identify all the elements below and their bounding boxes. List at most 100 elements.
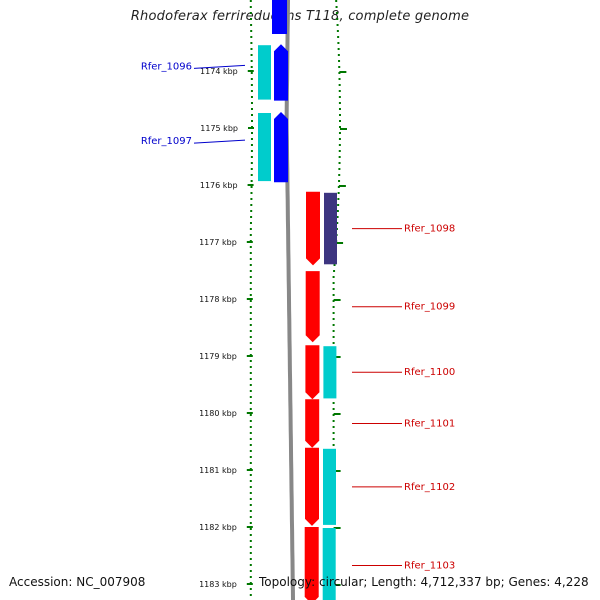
gene-label: Rfer_1096 xyxy=(141,61,192,72)
tick-label: 1181 kbp xyxy=(199,466,237,475)
right-major-tick xyxy=(333,356,341,358)
left-rail-dot xyxy=(249,336,252,338)
left-rail-dot xyxy=(250,60,253,62)
left-rail-dot xyxy=(249,330,252,332)
right-rail-dot xyxy=(338,138,341,140)
right-rail-dot xyxy=(338,108,341,110)
left-rail-dot xyxy=(249,390,252,392)
left-rail-dot xyxy=(249,594,252,596)
right-major-tick xyxy=(333,584,341,586)
left-rail-dot xyxy=(249,504,252,506)
right-rail-dot xyxy=(338,180,341,182)
right-rail-dot xyxy=(332,288,335,290)
right-rail-dot xyxy=(337,36,340,38)
right-rail-dot xyxy=(337,48,340,50)
left-rail-dot xyxy=(249,474,252,476)
left-rail-dot xyxy=(250,66,253,68)
left-rail-dot xyxy=(249,396,252,398)
left-rail-dot xyxy=(250,174,253,176)
left-major-tick xyxy=(246,298,253,300)
left-rail-dot xyxy=(249,534,252,536)
right-rail-dot xyxy=(338,84,341,86)
left-rail-dot xyxy=(250,168,253,170)
right-rail-dot xyxy=(336,222,339,224)
left-rail-dot xyxy=(250,144,253,146)
left-rail-dot xyxy=(249,270,252,272)
right-rail-dot xyxy=(338,114,341,116)
right-rail-dot xyxy=(338,78,341,80)
left-rail-dot xyxy=(250,216,253,218)
right-rail-dot xyxy=(336,18,339,20)
right-rail-dot xyxy=(332,408,335,410)
left-rail-dot xyxy=(249,444,252,446)
left-rail-dot xyxy=(250,102,253,104)
right-rail-dot xyxy=(337,192,340,194)
right-rail-dot xyxy=(338,150,341,152)
right-rail-dot xyxy=(336,210,339,212)
tick-label: 1183 kbp xyxy=(199,580,237,589)
left-rail-dot xyxy=(249,300,252,302)
left-rail-dot xyxy=(249,252,252,254)
left-rail-dot xyxy=(249,450,252,452)
right-rail-dot xyxy=(338,174,341,176)
gene-label: Rfer_1102 xyxy=(404,482,455,493)
gene-label: Rfer_1100 xyxy=(404,367,455,378)
left-rail-dot xyxy=(251,120,253,122)
left-rail-dot xyxy=(249,510,252,512)
right-rail-dot xyxy=(338,126,341,128)
gene-arrow-rfer-1100 xyxy=(305,345,320,400)
left-rail-dot xyxy=(249,258,252,260)
right-rail-dot xyxy=(338,156,341,158)
left-rail-dot xyxy=(249,570,252,572)
leader-line xyxy=(193,139,246,144)
gene-arrow-rfer-1099 xyxy=(305,271,320,343)
right-rail-dot xyxy=(336,216,339,218)
left-rail-dot xyxy=(249,318,252,320)
left-rail-dot xyxy=(249,348,252,350)
right-rail-dot xyxy=(338,168,341,170)
left-rail-dot xyxy=(250,150,253,152)
right-rail-dot xyxy=(338,144,341,146)
gene-arrow-rfer-1103 xyxy=(304,527,319,600)
left-rail-dot xyxy=(250,30,253,32)
right-rail-dot xyxy=(332,342,335,344)
left-rail-dot xyxy=(249,222,252,224)
left-rail-dot xyxy=(249,282,252,284)
left-rail-dot xyxy=(250,48,253,50)
left-rail-dot xyxy=(250,78,253,80)
left-rail-dot xyxy=(250,42,253,44)
right-rail-dot xyxy=(333,264,336,266)
left-rail-dot xyxy=(249,552,252,554)
right-rail-dot xyxy=(337,54,340,56)
left-major-tick xyxy=(246,241,253,243)
left-rail-dot xyxy=(249,498,252,500)
left-rail-dot xyxy=(249,246,252,248)
left-rail-dot xyxy=(249,432,252,434)
left-rail-dot xyxy=(249,294,252,296)
left-rail-dot xyxy=(249,402,252,404)
right-rail-dot xyxy=(336,30,339,32)
right-rail-dot xyxy=(335,6,338,8)
left-rail-dot xyxy=(249,306,252,308)
left-rail-dot xyxy=(250,132,253,134)
left-major-tick xyxy=(247,184,254,186)
cog-box-rfer-1102 xyxy=(323,448,336,525)
label-layer: Rfer_1096 Rfer_1097 Rfer_1098 Rfer_1099 Rfer… xyxy=(141,61,455,571)
left-rail-dot xyxy=(249,288,252,290)
left-major-tick xyxy=(246,412,253,414)
right-rail-dot xyxy=(332,294,335,296)
right-major-tick xyxy=(338,185,346,187)
right-rail-dot xyxy=(336,24,339,26)
gene-label: Rfer_1103 xyxy=(404,560,455,571)
right-rail-dot xyxy=(332,318,335,320)
gene-arrow-offscreen xyxy=(272,0,287,34)
right-rail-dot xyxy=(332,276,335,278)
left-major-tick xyxy=(246,469,253,471)
right-rail-dot xyxy=(332,444,335,446)
tick-label: 1175 kbp xyxy=(200,124,238,133)
right-major-tick xyxy=(339,71,347,73)
tick-label: 1177 kbp xyxy=(199,238,237,247)
left-rail-dot xyxy=(249,426,252,428)
left-rail-dot xyxy=(249,408,252,410)
